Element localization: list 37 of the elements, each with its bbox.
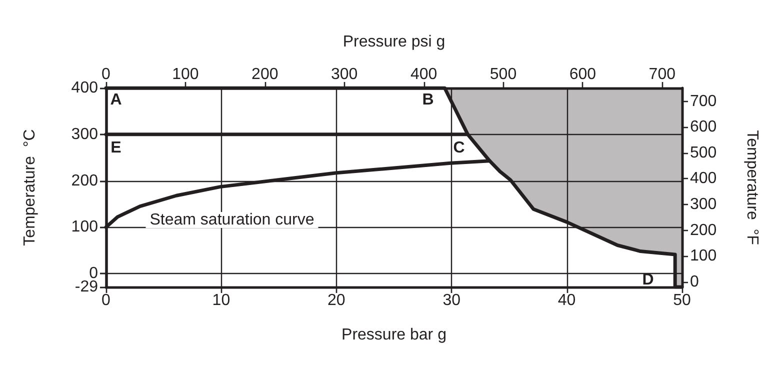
y-axis-title: Temperature °C: [22, 129, 38, 246]
x-tick-label: 30: [442, 292, 461, 309]
annotation: A: [110, 92, 122, 108]
y2-tick-label: 500: [690, 144, 717, 162]
annotation: C: [453, 140, 466, 156]
y2-axis-title: Temperature °F: [744, 130, 760, 246]
x-axis-title: Pressure bar g: [342, 326, 446, 344]
y2-tick-label: 400: [690, 170, 717, 188]
x-tick-label: 0: [102, 292, 111, 309]
y2-tick-label: 100: [690, 248, 717, 265]
y-tick-label: 200: [71, 172, 98, 190]
x2-tick-label: 700: [648, 66, 676, 83]
y2-tick-label: 600: [690, 118, 717, 136]
x-tick-label: 10: [212, 292, 230, 309]
y-tick-label: 400: [71, 80, 98, 96]
x2-tick-label: 300: [330, 66, 358, 83]
x2-tick-label: 500: [490, 66, 517, 83]
x2-axis-title: Pressure psi g: [342, 34, 446, 50]
y-tick-label: 300: [71, 126, 98, 143]
x2-tick-label: 0: [102, 66, 111, 83]
y2-tick-label: 0: [690, 273, 699, 290]
annotation: E: [110, 140, 122, 156]
annotation: D: [642, 272, 654, 288]
y2-tick-label: 200: [690, 222, 717, 239]
annotation: Steam saturation curve: [150, 212, 314, 228]
x2-tick-label: 100: [172, 66, 199, 83]
y-tick-label: 100: [71, 218, 98, 236]
y2-tick-label: 300: [690, 196, 717, 214]
y-tick-label: -29: [74, 278, 98, 296]
x2-tick-label: 600: [569, 66, 596, 83]
y2-tick-label: 700: [690, 92, 717, 110]
x-tick-label: 40: [558, 292, 576, 309]
x2-tick-label: 200: [252, 66, 278, 83]
x-tick-label: 50: [673, 292, 691, 309]
x-tick-label: 20: [328, 292, 346, 309]
annotation: B: [422, 92, 434, 108]
x2-tick-label: 400: [410, 66, 438, 83]
